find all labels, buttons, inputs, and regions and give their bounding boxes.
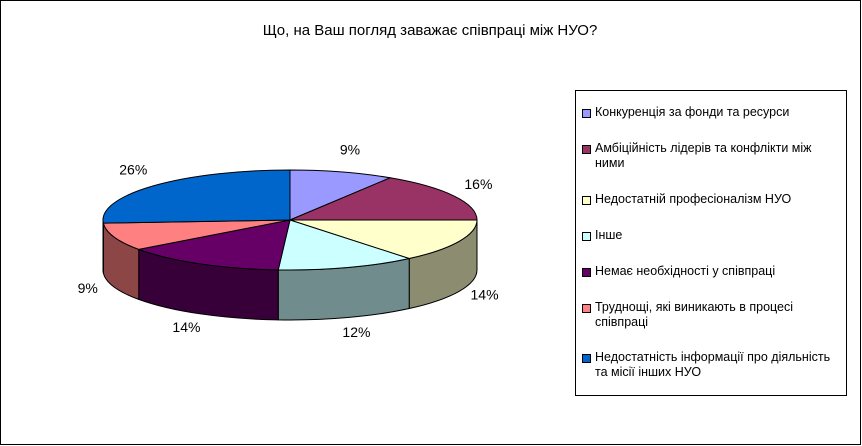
slice (102, 169, 291, 224)
chart-title: Що, на Ваш погляд заважає співпраці між … (263, 22, 598, 39)
slice (289, 219, 478, 260)
data-label: 16% (464, 176, 492, 192)
legend-item: Конкуренція за фонди та ресурси (582, 105, 840, 120)
legend-label: Недостатність інформації про діяльність … (595, 350, 831, 380)
slice (289, 177, 478, 221)
slice (136, 219, 291, 271)
pie: 9% 16% 14% 12% 14% 9% 26% (78, 142, 499, 341)
legend-swatch (582, 231, 591, 241)
data-label: 9% (340, 142, 360, 158)
legend-swatch (582, 196, 591, 206)
legend: Конкуренція за фонди та ресурси Амбіційні… (575, 90, 847, 396)
legend-swatch (582, 303, 591, 313)
data-label: 26% (119, 161, 147, 177)
data-label: 14% (172, 319, 200, 335)
legend-label: Амбіційність лідерів та конфлікти між ни… (595, 141, 812, 171)
legend-swatch (582, 267, 591, 277)
legend-label: Інше (595, 227, 623, 242)
legend-swatch (582, 109, 591, 119)
legend-label: Немає необхідності у співпраці (595, 263, 776, 278)
legend-label: Конкуренція за фонди та ресурси (595, 105, 790, 120)
slice (102, 219, 291, 250)
data-label: 9% (78, 280, 98, 296)
slice (277, 219, 412, 271)
legend-label: Труднощі, які виникають в процесі співпр… (595, 299, 794, 329)
data-label: 14% (471, 286, 499, 302)
legend-swatch (582, 354, 591, 364)
legend-item: Недостатність інформації про діяльність … (582, 350, 840, 380)
legend-item: Труднощі, які виникають в процесі співпр… (582, 300, 840, 330)
legend-item: Недостатній професіоналізм НУО (582, 192, 840, 207)
legend-label: Недостатній професіоналізм НУО (595, 192, 792, 207)
legend-swatch (582, 145, 591, 155)
data-label: 12% (342, 324, 370, 340)
slice (289, 169, 392, 221)
legend-item: Немає необхідності у співпраці (582, 264, 840, 279)
legend-item: Амбіційність лідерів та конфлікти між ни… (582, 141, 840, 171)
legend-item: Інше (582, 228, 840, 243)
